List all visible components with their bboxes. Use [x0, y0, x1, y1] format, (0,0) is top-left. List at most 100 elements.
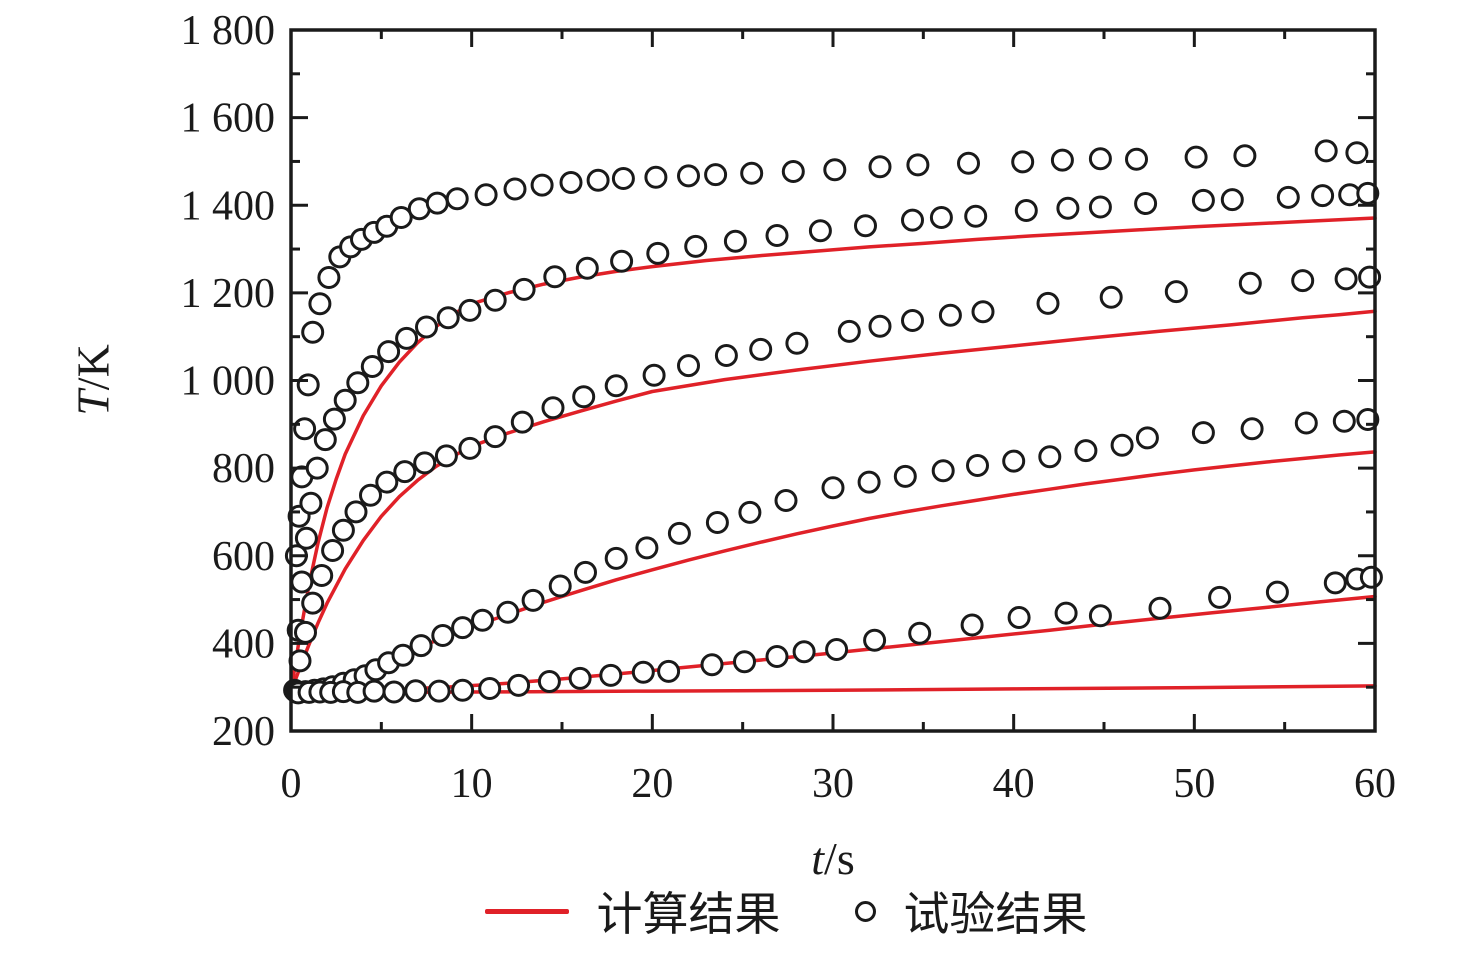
data-point [1294, 411, 1318, 435]
ticks [289, 28, 1377, 733]
data-point [929, 206, 953, 229]
data-point [964, 204, 988, 228]
data-point [677, 164, 700, 188]
data-point [611, 167, 635, 190]
experimental-1-points [283, 139, 1369, 702]
data-point [774, 489, 798, 512]
data-point [808, 219, 832, 243]
y-axis-title: T/K [67, 344, 120, 416]
x-tick-label: 20 [631, 761, 673, 807]
data-point [512, 277, 536, 301]
data-point [321, 539, 345, 562]
y-tick-label: 1 400 [181, 183, 276, 229]
data-point [1345, 141, 1369, 165]
data-point [1088, 604, 1112, 628]
data-point [1054, 601, 1078, 625]
y-tick-label: 1 200 [181, 271, 276, 317]
data-point [857, 470, 881, 494]
data-point [1332, 409, 1356, 433]
data-point [434, 444, 458, 468]
data-point [868, 314, 892, 338]
data-point [574, 560, 597, 584]
data-point [960, 613, 984, 637]
data-point [740, 161, 764, 185]
data-point [765, 224, 789, 247]
data-point [854, 214, 877, 238]
data-point [293, 417, 317, 441]
x-tick-label: 0 [281, 761, 302, 807]
data-point [290, 570, 314, 594]
experimental-5-points [286, 565, 1383, 705]
data-point [294, 526, 318, 550]
data-point [677, 354, 700, 378]
data-point [1007, 606, 1031, 629]
data-point [586, 168, 610, 192]
y-tick-label: 1 800 [181, 8, 276, 54]
data-point [474, 183, 498, 207]
data-point [333, 388, 357, 412]
data-point [642, 363, 666, 387]
y-tick-label: 600 [212, 534, 275, 580]
data-point [825, 638, 849, 661]
data-point [375, 470, 399, 494]
data-point [1356, 181, 1380, 205]
data-point [1135, 426, 1159, 450]
data-point [305, 456, 329, 480]
data-point [301, 591, 325, 615]
data-point [496, 600, 520, 624]
data-point [966, 454, 989, 477]
data-point [868, 155, 892, 179]
x-tick-label: 40 [993, 761, 1035, 807]
data-point [1208, 585, 1232, 609]
data-point [704, 163, 728, 187]
data-point [445, 187, 469, 211]
data-point [657, 659, 681, 683]
data-point [503, 177, 527, 201]
data-point [1359, 565, 1383, 589]
data-point [393, 460, 417, 484]
data-point [901, 309, 924, 332]
data-point [1323, 571, 1347, 595]
data-point [359, 483, 382, 507]
data-point [1184, 145, 1208, 169]
data-point [308, 292, 332, 316]
data-point [568, 666, 592, 690]
data-point [391, 643, 415, 667]
data-point [738, 500, 762, 524]
y-tick-label: 200 [212, 709, 275, 755]
x-tick-label: 30 [812, 761, 854, 807]
data-point [646, 241, 670, 265]
data-point [1291, 269, 1315, 293]
data-point [733, 650, 756, 674]
data-point [483, 288, 507, 312]
y-tick-label: 1 000 [181, 359, 276, 405]
data-point [837, 319, 861, 343]
data-point [322, 407, 346, 431]
data-point [471, 608, 494, 632]
data-point [714, 344, 738, 367]
data-point [700, 653, 724, 677]
y-tick-label: 800 [212, 446, 275, 492]
data-point [1014, 199, 1038, 222]
data-point [1038, 445, 1062, 469]
data-point [346, 371, 370, 395]
data-point [382, 680, 406, 704]
data-point [765, 645, 789, 668]
legend: 计算结果 试验结果 [0, 878, 1476, 944]
data-point [389, 206, 413, 229]
data-point [288, 649, 312, 673]
data-point [1074, 439, 1098, 463]
data-point [572, 385, 596, 409]
legend-line-swatch [484, 908, 569, 914]
data-point [604, 546, 628, 570]
data-point [1125, 147, 1148, 171]
y-axis-symbol: T [67, 390, 119, 416]
data-point [1238, 271, 1262, 295]
data-point [893, 464, 917, 488]
data-point [541, 396, 565, 420]
computed-2-line [289, 309, 1377, 694]
data-point [537, 670, 561, 693]
data-point [1002, 449, 1026, 473]
data-point [1265, 580, 1289, 604]
